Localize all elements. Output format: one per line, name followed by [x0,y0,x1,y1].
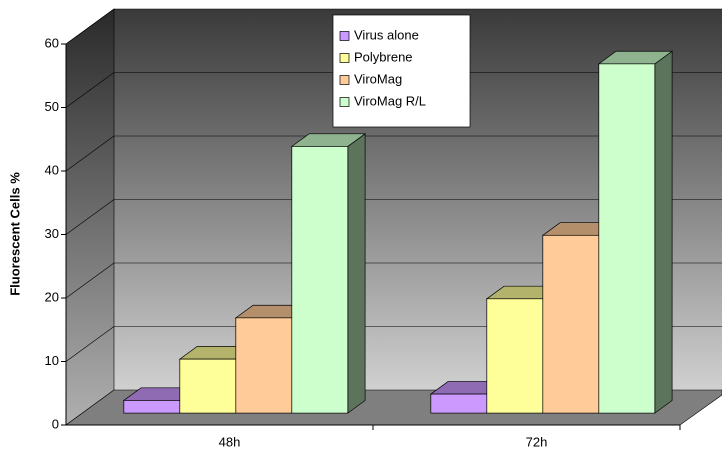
grid-line [65,8,115,45]
legend-swatch [339,75,350,85]
bar-front [598,63,656,414]
y-tick-label: 30 [45,226,59,241]
bar-front [235,317,293,414]
grid-line [65,72,115,108]
bar-side [654,50,673,414]
x-tick-label: 48h [219,434,241,449]
bar-front [179,358,237,414]
legend-label: ViroMag R/L [354,93,426,108]
grid-line [65,135,115,172]
legend-swatch [339,31,350,41]
grid-line [65,199,115,235]
y-tick-label: 10 [45,353,59,368]
legend-swatch [339,53,350,63]
legend-swatch [339,97,350,107]
grid-line [65,326,115,362]
legend: Virus alone Polybrene ViroMag ViroMag R/L [332,14,471,128]
y-tick-label: 0 [52,416,59,431]
bar [290,133,367,414]
y-tick-label: 60 [45,35,59,50]
bar-front [123,400,181,414]
y-tick-label: 50 [45,99,59,114]
x-tick-label: 72h [526,434,548,449]
y-tick-label: 40 [45,162,59,177]
bar-front [486,298,544,414]
y-axis-title: Fluorescent Cells % [7,172,22,296]
bar-side [347,133,366,414]
bar-front [430,393,488,414]
legend-label: Virus alone [354,27,419,42]
grid-line [65,262,115,299]
bar [597,50,674,414]
y-tick-label: 20 [45,289,59,304]
bar-front [291,146,349,414]
legend-label: ViroMag [354,71,402,86]
legend-box [332,14,471,128]
bar-front [542,234,600,414]
legend-label: Polybrene [354,49,413,64]
